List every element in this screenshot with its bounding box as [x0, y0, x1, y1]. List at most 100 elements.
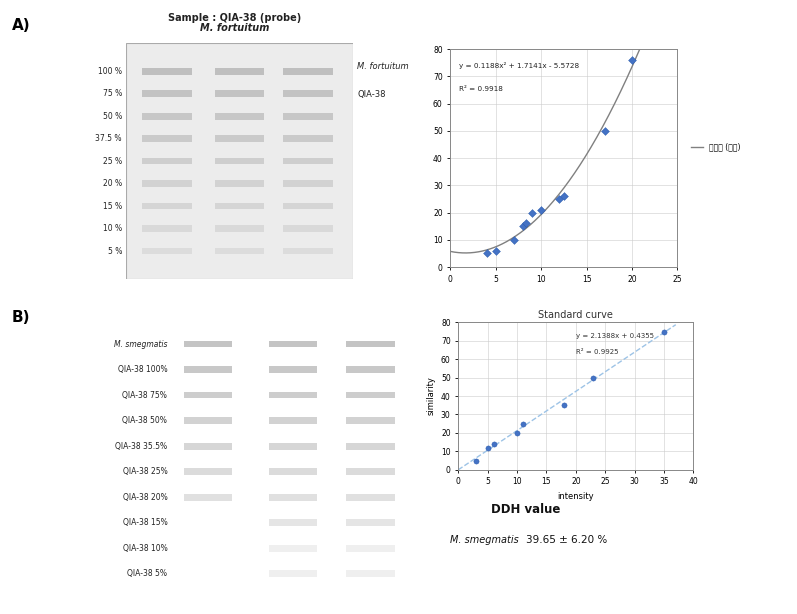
Bar — [142, 247, 192, 254]
Text: R² = 0.9918: R² = 0.9918 — [459, 86, 503, 92]
Text: 100 %: 100 % — [98, 67, 122, 76]
Bar — [347, 392, 395, 398]
Bar — [214, 158, 265, 165]
Text: 75 %: 75 % — [103, 89, 122, 98]
Bar — [214, 225, 265, 232]
Text: QIA-38 100%: QIA-38 100% — [118, 365, 167, 374]
Point — [599, 126, 611, 136]
Bar — [347, 443, 395, 449]
Text: 50 %: 50 % — [103, 112, 122, 121]
Point — [516, 221, 529, 231]
X-axis label: intensity: intensity — [558, 492, 594, 501]
Point — [508, 235, 520, 245]
Point — [587, 373, 600, 383]
Text: 37.5 %: 37.5 % — [96, 134, 122, 143]
Text: 39.65 ± 6.20 %: 39.65 ± 6.20 % — [526, 535, 607, 545]
Bar — [183, 367, 232, 373]
Point — [557, 192, 570, 201]
Point — [511, 428, 524, 438]
Bar — [142, 158, 192, 165]
Bar — [283, 225, 332, 232]
Bar — [269, 341, 317, 348]
Text: M. fortuitum: M. fortuitum — [200, 23, 270, 33]
Bar — [183, 468, 232, 475]
Y-axis label: similarity: similarity — [426, 376, 435, 416]
Text: DDH value: DDH value — [491, 503, 561, 516]
Bar — [269, 519, 317, 526]
Bar — [283, 181, 332, 187]
Bar — [142, 136, 192, 142]
Point — [520, 219, 532, 228]
Bar — [283, 136, 332, 142]
Bar — [142, 203, 192, 209]
Bar — [269, 418, 317, 424]
Text: 20 %: 20 % — [103, 179, 122, 188]
Bar — [214, 90, 265, 97]
Bar — [269, 392, 317, 398]
Bar — [214, 136, 265, 142]
Bar — [347, 519, 395, 526]
Text: QIA-38 50%: QIA-38 50% — [123, 416, 167, 425]
Text: M. smegmatis: M. smegmatis — [114, 340, 167, 349]
Point — [487, 439, 500, 449]
Point — [558, 400, 571, 410]
Point — [535, 205, 548, 215]
Text: y = 2.1388x + 0.4355: y = 2.1388x + 0.4355 — [575, 333, 654, 339]
Point — [489, 246, 502, 255]
Text: 5 %: 5 % — [108, 246, 122, 255]
Text: A): A) — [12, 18, 30, 33]
Bar — [214, 181, 265, 187]
Bar — [214, 68, 265, 75]
Bar — [269, 468, 317, 475]
Bar — [283, 113, 332, 120]
Text: M. fortuitum: M. fortuitum — [357, 62, 409, 71]
Bar — [269, 545, 317, 551]
FancyBboxPatch shape — [126, 43, 353, 279]
Point — [516, 419, 529, 429]
Point — [526, 208, 539, 217]
Bar — [347, 418, 395, 424]
Bar — [347, 570, 395, 577]
Text: QIA-38 75%: QIA-38 75% — [123, 391, 167, 400]
Point — [481, 249, 493, 258]
Point — [469, 456, 482, 465]
Text: B): B) — [12, 310, 30, 325]
Text: QIA-38 5%: QIA-38 5% — [128, 569, 167, 578]
Bar — [183, 494, 232, 500]
Bar — [347, 367, 395, 373]
Text: 25 %: 25 % — [103, 157, 122, 166]
Text: R² = 0.9925: R² = 0.9925 — [575, 349, 618, 355]
Legend: 다항식 (차수): 다항식 (차수) — [688, 139, 744, 155]
Text: QIA-38 10%: QIA-38 10% — [123, 544, 167, 553]
Bar — [269, 494, 317, 500]
Bar — [183, 418, 232, 424]
Title: Standard curve: Standard curve — [539, 310, 613, 320]
Bar — [347, 341, 395, 348]
Point — [658, 327, 670, 336]
Bar — [214, 113, 265, 120]
Text: QIA-38 35.5%: QIA-38 35.5% — [116, 441, 167, 451]
Bar — [347, 545, 395, 551]
Text: y = 0.1188x² + 1.7141x - 5.5728: y = 0.1188x² + 1.7141x - 5.5728 — [459, 62, 579, 69]
Text: M. smegmatis: M. smegmatis — [450, 535, 519, 545]
Bar — [142, 113, 192, 120]
Bar — [142, 181, 192, 187]
Bar — [347, 468, 395, 475]
Bar — [269, 443, 317, 449]
Bar — [283, 247, 332, 254]
Text: Sample : QIA-38 (probe): Sample : QIA-38 (probe) — [168, 14, 302, 23]
Text: QIA-38 15%: QIA-38 15% — [123, 518, 167, 527]
Bar — [142, 90, 192, 97]
Text: 10 %: 10 % — [103, 224, 122, 233]
Bar — [183, 392, 232, 398]
Bar — [183, 443, 232, 449]
Text: 15 %: 15 % — [103, 201, 122, 211]
Point — [481, 443, 494, 453]
Bar — [269, 570, 317, 577]
Bar — [142, 68, 192, 75]
Bar — [269, 367, 317, 373]
Point — [553, 194, 566, 204]
Text: QIA-38 20%: QIA-38 20% — [123, 493, 167, 502]
Bar — [283, 90, 332, 97]
Bar — [214, 203, 265, 209]
